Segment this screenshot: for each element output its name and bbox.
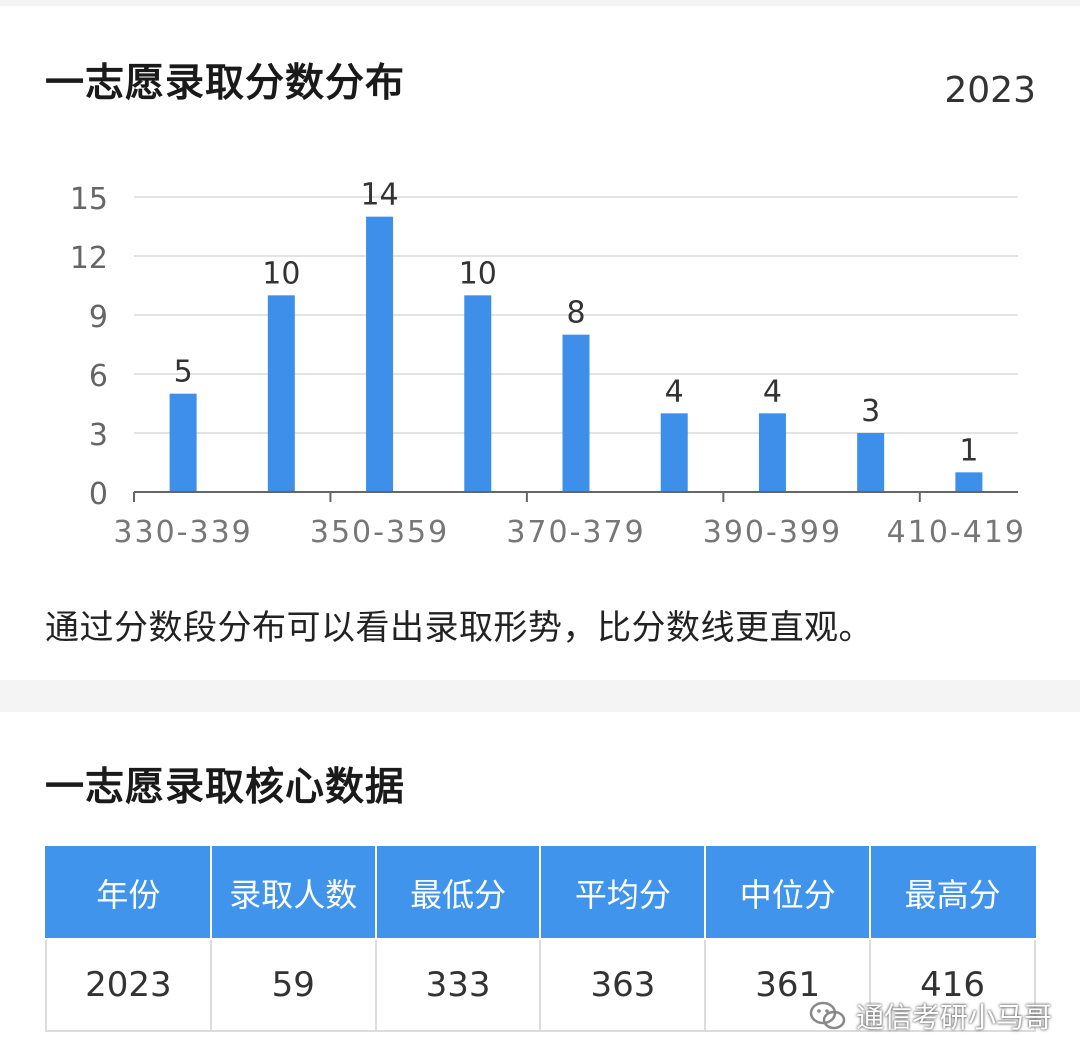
cell-avg-score: 363 [539,938,707,1032]
bar [464,295,492,492]
bar [169,393,197,492]
y-tick-label: 15 [70,182,108,217]
bar-value-label: 5 [174,355,193,390]
table-header-row: 年份 录取人数 最低分 平均分 中位分 最高分 [45,846,1036,940]
bar [758,413,786,492]
wechat-icon [809,1001,846,1030]
bar [562,334,590,492]
y-tick-label: 0 [89,477,108,512]
x-tick-label: 370-379 [506,515,645,550]
header-min-score: 最低分 [374,846,542,940]
cell-year: 2023 [45,938,212,1032]
y-tick-label: 3 [89,418,108,453]
header-avg-score: 平均分 [539,846,707,940]
header-admitted-count: 录取人数 [209,846,377,940]
core-data-title: 一志愿录取核心数据 [45,765,406,810]
x-tick-label: 410-419 [887,515,1026,550]
year-label: 2023 [944,70,1036,111]
header-max-score: 最高分 [869,846,1036,940]
chart-caption: 通过分数段分布可以看出录取形势，比分数线更直观。 [45,608,873,648]
bar-value-label: 4 [763,374,782,409]
header-median-score: 中位分 [704,846,872,940]
bar [857,433,885,492]
bar-value-label: 14 [360,178,398,213]
x-tick-label: 330-339 [113,515,252,550]
bar [660,413,688,492]
bar-value-label: 1 [959,433,978,468]
watermark: 通信考研小马哥 [808,998,1052,1034]
header-year: 年份 [45,846,212,940]
bar-value-label: 4 [665,374,684,409]
y-tick-label: 12 [70,241,108,276]
bar [267,295,295,492]
bar-value-label: 10 [262,256,300,291]
bar-value-label: 8 [566,296,585,331]
cell-admitted-count: 59 [209,938,377,1032]
x-tick-label: 390-399 [703,515,842,550]
x-tick-label: 350-359 [310,515,449,550]
distribution-title: 一志愿录取分数分布 [45,61,406,106]
watermark-text: 通信考研小马哥 [856,1001,1053,1034]
bar [955,472,983,492]
score-distribution-chart: 0 3 6 9 12 15 5 10 14 10 8 4 4 3 1 330-339 350-359 370-37… [70,178,1026,550]
bar-value-label: 10 [459,256,497,291]
distribution-card [0,6,1080,680]
cell-max-score: 416 [869,938,1036,1032]
bar [366,216,394,492]
core-data-table: 年份 录取人数 最低分 平均分 中位分 最高分 2023 59 333 363 … [45,846,1036,1032]
y-tick-label: 6 [89,359,108,394]
table-row: 2023 59 333 363 361 416 [45,938,1036,1032]
y-tick-label: 9 [89,300,108,335]
cell-min-score: 333 [374,938,542,1032]
bar-value-label: 3 [861,394,880,429]
